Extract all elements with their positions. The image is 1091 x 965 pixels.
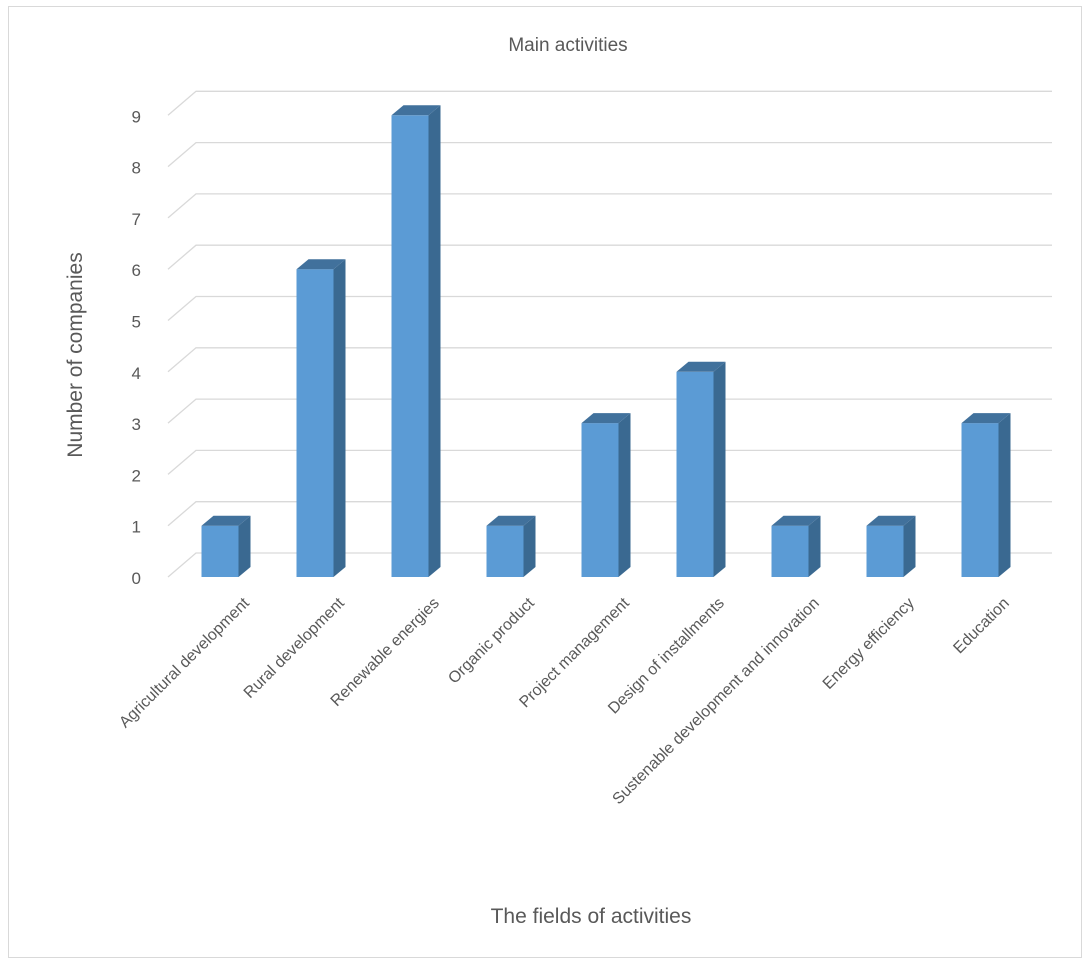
- bar-side: [998, 413, 1011, 577]
- gridline: [167, 295, 1052, 321]
- bar-side: [238, 515, 251, 577]
- gridline: [167, 501, 1052, 527]
- gridline: [167, 398, 1052, 424]
- bar: [771, 515, 821, 577]
- category-label: Rural development: [241, 594, 348, 701]
- gridline: [167, 141, 1052, 168]
- category-label: Education: [950, 595, 1012, 657]
- y-tick-label: 3: [132, 415, 141, 434]
- chart-frame: [8, 6, 1082, 958]
- gridline: [167, 347, 1052, 373]
- bar-top: [391, 105, 441, 116]
- bar: [296, 259, 346, 577]
- bar-front: [391, 115, 429, 578]
- y-tick-label: 1: [132, 518, 141, 537]
- bar: [201, 515, 251, 577]
- bar-side: [808, 515, 821, 577]
- bar-top: [201, 515, 251, 526]
- y-tick-label: 2: [132, 466, 141, 485]
- gridlines: [167, 90, 1052, 578]
- y-tick-label: 7: [132, 210, 141, 229]
- bar-top: [676, 361, 726, 372]
- bar-top: [581, 413, 631, 424]
- bar-top: [961, 413, 1011, 424]
- gridline: [167, 449, 1052, 475]
- bar-front: [201, 525, 239, 577]
- gridline: [167, 552, 1052, 578]
- y-tick-label: 8: [132, 159, 141, 178]
- chart-title: Main activities: [508, 35, 627, 56]
- category-label: Renewable energies: [328, 595, 443, 710]
- bar-side: [903, 515, 916, 577]
- bar-front: [961, 423, 999, 577]
- y-tick-label: 4: [132, 364, 141, 383]
- bar: [486, 515, 536, 577]
- bar-side: [333, 259, 346, 577]
- category-label: Agricultural development: [116, 594, 253, 731]
- bar-top: [771, 515, 821, 526]
- bar-side: [618, 413, 631, 577]
- category-label: Sustenable development and innovation: [610, 595, 823, 808]
- category-label: Organic product: [445, 594, 538, 687]
- bar-side: [713, 361, 726, 577]
- bar: [391, 105, 441, 578]
- bar-side: [428, 105, 441, 578]
- gridline: [167, 193, 1052, 219]
- bar-top: [296, 259, 346, 270]
- bar-top: [486, 515, 536, 526]
- y-tick-label: 5: [132, 313, 141, 332]
- bar-front: [296, 269, 334, 577]
- y-tick-label: 6: [132, 261, 141, 280]
- x-axis-title: The fields of activities: [491, 905, 692, 928]
- bar: [866, 515, 916, 577]
- bar-top: [866, 515, 916, 526]
- y-tick-label: 0: [132, 569, 141, 588]
- y-tick-labels: 0 1 2 3 4 5 6 7 8 9: [132, 107, 141, 588]
- bars: [201, 105, 1011, 578]
- bar: [676, 361, 726, 577]
- bar: [961, 413, 1011, 577]
- gridline: [167, 90, 1052, 116]
- bar: [581, 413, 631, 577]
- bar-front: [581, 423, 619, 577]
- bar-front: [676, 371, 714, 577]
- bar-front: [486, 525, 524, 577]
- y-tick-label: 9: [132, 107, 141, 126]
- bar-side: [523, 515, 536, 577]
- category-label: Energy efficiency: [820, 595, 918, 693]
- bar-front: [866, 525, 904, 577]
- bar-front: [771, 525, 809, 577]
- gridline: [167, 244, 1052, 270]
- y-axis-title: Number of companies: [64, 252, 87, 457]
